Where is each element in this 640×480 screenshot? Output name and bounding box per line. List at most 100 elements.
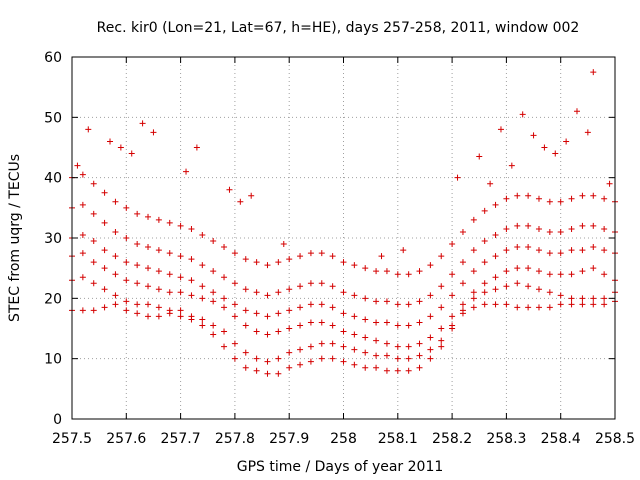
data-point [525, 283, 532, 290]
data-point [546, 304, 553, 311]
data-point [221, 244, 228, 251]
data-point [329, 304, 336, 311]
data-point [579, 222, 586, 229]
data-point [427, 292, 434, 299]
data-point [568, 271, 575, 278]
y-axis-label: STEC from uqrg / TECUs [7, 154, 23, 322]
data-point [373, 268, 380, 275]
data-point [590, 295, 597, 302]
data-point [275, 289, 282, 296]
data-point [449, 292, 456, 299]
data-point [590, 265, 597, 272]
data-point [199, 316, 206, 323]
data-point [188, 292, 195, 299]
data-point [183, 168, 190, 175]
data-point [492, 201, 499, 208]
data-point [563, 138, 570, 145]
data-point [514, 244, 521, 251]
data-point [383, 367, 390, 374]
data-point [394, 343, 401, 350]
data-point [318, 280, 325, 287]
data-point [476, 153, 483, 160]
data-point [373, 337, 380, 344]
data-point [351, 292, 358, 299]
data-point [231, 340, 238, 347]
data-point [253, 289, 260, 296]
data-point [329, 322, 336, 329]
data-point [525, 222, 532, 229]
data-point [449, 313, 456, 320]
data-point [590, 301, 597, 308]
data-point [275, 328, 282, 335]
x-tick-label: 257.5 [52, 431, 92, 447]
data-point [373, 352, 380, 359]
data-point [112, 198, 119, 205]
data-point [438, 304, 445, 311]
data-point [454, 174, 461, 181]
data-point [470, 268, 477, 275]
data-point [199, 262, 206, 269]
data-point [123, 204, 130, 211]
data-point [383, 319, 390, 326]
data-point [503, 268, 510, 275]
data-point [492, 301, 499, 308]
data-point [329, 340, 336, 347]
data-point [601, 295, 608, 302]
data-point [297, 322, 304, 329]
data-point [568, 301, 575, 308]
data-point [557, 271, 564, 278]
data-point [166, 271, 173, 278]
data-point [166, 250, 173, 257]
data-point [231, 280, 238, 287]
data-point [373, 319, 380, 326]
data-point [557, 228, 564, 235]
y-tick-label: 40 [44, 171, 62, 187]
data-point [139, 120, 146, 127]
data-point [362, 349, 369, 356]
data-point [514, 265, 521, 272]
data-point [101, 219, 108, 226]
data-point [546, 250, 553, 257]
x-axis-label: GPS time / Days of year 2011 [237, 459, 444, 475]
data-point [427, 355, 434, 362]
data-point [177, 313, 184, 320]
data-point [177, 253, 184, 260]
data-point [226, 186, 233, 193]
x-tick-label: 258.1 [378, 431, 418, 447]
data-point [601, 225, 608, 232]
y-tick-label: 60 [44, 50, 62, 66]
data-point [101, 286, 108, 293]
data-point [351, 361, 358, 368]
data-point [470, 289, 477, 296]
data-point [497, 126, 504, 133]
data-points [69, 69, 618, 377]
data-point [112, 271, 119, 278]
data-point [101, 265, 108, 272]
data-point [405, 343, 412, 350]
data-point [134, 210, 141, 217]
data-point [481, 301, 488, 308]
data-point [210, 298, 217, 305]
data-point [416, 319, 423, 326]
data-point [535, 247, 542, 254]
data-point [525, 304, 532, 311]
data-point [318, 250, 325, 257]
data-point [145, 283, 152, 290]
data-point [503, 195, 510, 202]
data-point [459, 307, 466, 314]
data-point [340, 289, 347, 296]
x-tick-label: 258.2 [432, 431, 472, 447]
data-point [362, 334, 369, 341]
data-point [123, 298, 130, 305]
data-point [307, 319, 314, 326]
data-point [318, 301, 325, 308]
data-point [601, 195, 608, 202]
data-point [112, 253, 119, 260]
data-point [579, 192, 586, 199]
data-point [459, 280, 466, 287]
data-point [329, 253, 336, 260]
data-point [193, 144, 200, 151]
data-point [155, 286, 162, 293]
data-point [242, 307, 249, 314]
data-point [503, 283, 510, 290]
